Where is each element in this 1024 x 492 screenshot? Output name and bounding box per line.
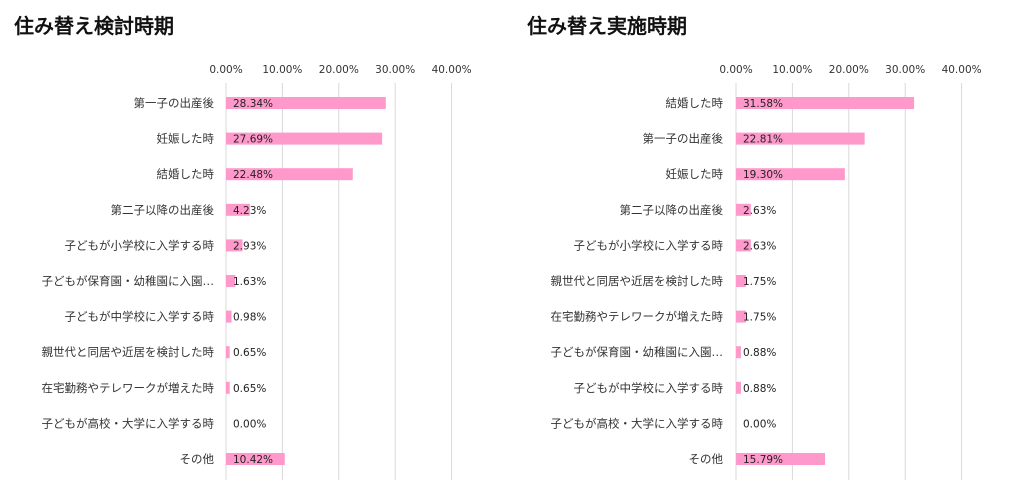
data-label: 4.23% [233, 205, 266, 217]
data-label: 2.93% [233, 240, 266, 252]
x-tick-label: 40.00% [432, 64, 472, 76]
bar [226, 239, 243, 252]
category-label: 第二子以降の出産後 [111, 203, 215, 217]
x-tick-label: 30.00% [885, 64, 925, 76]
data-label: 1.75% [743, 276, 776, 288]
x-tick-label: 40.00% [942, 64, 982, 76]
data-label: 27.69% [233, 134, 273, 146]
chart-title: 住み替え実施時期 [527, 14, 687, 38]
data-label: 0.00% [743, 418, 776, 430]
category-label: 第一子の出産後 [134, 96, 215, 110]
data-label: 0.65% [233, 347, 266, 359]
data-label: 0.88% [743, 383, 776, 395]
category-label: 子どもが小学校に入学する時 [65, 238, 215, 252]
data-label: 28.34% [233, 98, 273, 110]
category-label: 子どもが中学校に入学する時 [574, 381, 724, 395]
data-label: 0.00% [233, 418, 266, 430]
x-tick-label: 30.00% [375, 64, 415, 76]
data-label: 22.81% [743, 134, 783, 146]
bar [226, 275, 236, 287]
bar [736, 132, 865, 145]
category-label: 子どもが保育園・幼稚園に入園… [42, 274, 215, 288]
bar [736, 453, 826, 465]
x-tick-label: 20.00% [829, 64, 869, 76]
data-label: 0.88% [743, 347, 776, 359]
category-label: 結婚した時 [666, 96, 724, 110]
bar [736, 239, 751, 252]
data-label: 1.63% [233, 276, 266, 288]
bar [226, 381, 230, 394]
data-label: 1.75% [743, 312, 776, 324]
category-label: 子どもが保育園・幼稚園に入園… [551, 345, 724, 359]
category-label: その他 [689, 452, 724, 466]
category-label: 親世代と同居や近居を検討した時 [551, 274, 724, 288]
data-label: 0.65% [233, 383, 266, 395]
bar [736, 97, 915, 109]
category-label: 第一子の出産後 [643, 132, 724, 146]
bar [736, 168, 845, 181]
x-tick-label: 20.00% [319, 64, 359, 76]
category-label: 結婚した時 [157, 167, 215, 181]
category-label: 在宅勤務やテレワークが増えた時 [551, 310, 724, 324]
data-label: 2.63% [743, 205, 776, 217]
bar [736, 275, 746, 287]
category-label: その他 [180, 452, 215, 466]
x-tick-label: 10.00% [772, 64, 812, 76]
category-label: 在宅勤務やテレワークが増えた時 [42, 381, 215, 395]
data-label: 22.48% [233, 169, 273, 181]
category-label: 子どもが高校・大学に入学する時 [551, 416, 724, 430]
bar [736, 346, 741, 359]
bar [736, 203, 751, 216]
bar [226, 97, 386, 109]
data-label: 15.79% [743, 454, 783, 466]
bar [226, 310, 232, 323]
bar [736, 310, 746, 323]
category-label: 妊娠した時 [157, 132, 215, 146]
x-tick-label: 10.00% [262, 64, 302, 76]
data-label: 31.58% [743, 98, 783, 110]
bar [736, 381, 741, 394]
category-label: 妊娠した時 [666, 167, 724, 181]
data-label: 19.30% [743, 169, 783, 181]
bar [226, 346, 230, 359]
data-label: 0.98% [233, 312, 266, 324]
category-label: 子どもが小学校に入学する時 [574, 238, 724, 252]
data-label: 2.63% [743, 240, 776, 252]
bar [226, 453, 285, 465]
data-label: 10.42% [233, 454, 273, 466]
category-label: 第二子以降の出産後 [620, 203, 724, 217]
category-label: 親世代と同居や近居を検討した時 [42, 345, 215, 359]
category-label: 子どもが中学校に入学する時 [65, 310, 215, 324]
category-label: 子どもが高校・大学に入学する時 [42, 416, 215, 430]
chart-title: 住み替え検討時期 [14, 14, 174, 38]
x-tick-label: 0.00% [209, 64, 242, 76]
bar [226, 132, 383, 145]
bar [226, 203, 250, 216]
bar [226, 168, 353, 181]
x-tick-label: 0.00% [719, 64, 752, 76]
